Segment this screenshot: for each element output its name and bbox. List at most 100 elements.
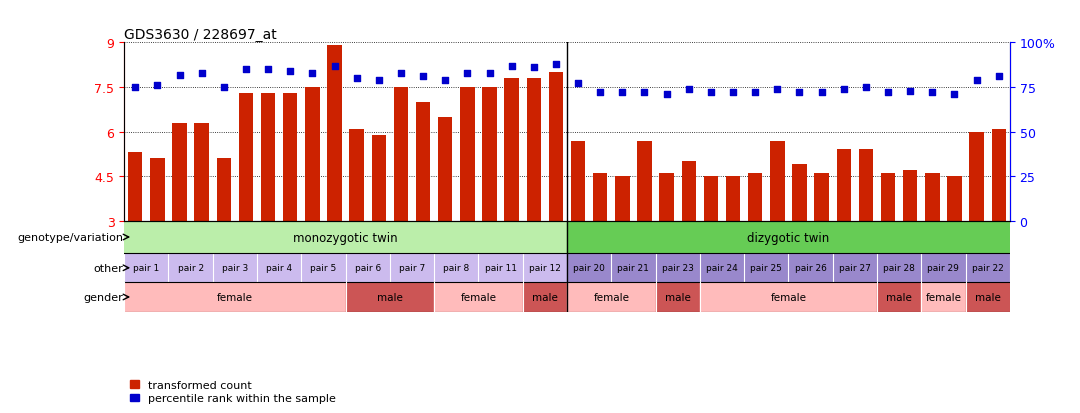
Bar: [168, 254, 213, 283]
Bar: [434, 283, 523, 312]
Bar: [656, 283, 700, 312]
Bar: [921, 254, 966, 283]
Bar: [239, 94, 253, 221]
Text: pair 2: pair 2: [177, 263, 204, 273]
Point: [171, 72, 188, 79]
Bar: [611, 254, 656, 283]
Point: [525, 65, 542, 71]
Bar: [416, 103, 430, 221]
Text: pair 6: pair 6: [354, 263, 381, 273]
Bar: [394, 88, 408, 221]
Bar: [527, 79, 541, 221]
Text: pair 1: pair 1: [133, 263, 160, 273]
Text: genotype/variation: genotype/variation: [17, 233, 123, 242]
Text: pair 12: pair 12: [529, 263, 561, 273]
Text: female: female: [593, 292, 630, 302]
Point: [326, 63, 343, 70]
Text: female: female: [770, 292, 807, 302]
Text: GDS3630 / 228697_at: GDS3630 / 228697_at: [124, 28, 276, 43]
Bar: [833, 254, 877, 283]
Point: [548, 62, 565, 68]
Point: [569, 81, 586, 88]
Bar: [478, 254, 523, 283]
Text: pair 8: pair 8: [443, 263, 470, 273]
Bar: [593, 174, 607, 221]
Bar: [748, 174, 762, 221]
Bar: [257, 254, 301, 283]
Bar: [926, 174, 940, 221]
Point: [503, 63, 521, 70]
Point: [436, 77, 454, 84]
Bar: [150, 159, 164, 221]
Bar: [921, 283, 966, 312]
Text: pair 28: pair 28: [883, 263, 915, 273]
Bar: [704, 177, 718, 221]
Bar: [306, 88, 320, 221]
Point: [968, 77, 985, 84]
Point: [348, 76, 365, 82]
Bar: [124, 254, 168, 283]
Bar: [372, 135, 386, 221]
Text: male: male: [665, 292, 690, 302]
Point: [238, 67, 255, 74]
Bar: [129, 153, 143, 221]
Bar: [438, 117, 453, 221]
Bar: [877, 254, 921, 283]
Point: [126, 85, 144, 91]
Bar: [217, 159, 231, 221]
Bar: [814, 174, 828, 221]
Bar: [124, 221, 567, 254]
Point: [813, 90, 831, 97]
Bar: [837, 150, 851, 221]
Point: [613, 90, 631, 97]
Bar: [567, 254, 611, 283]
Text: pair 23: pair 23: [662, 263, 693, 273]
Point: [282, 69, 299, 75]
Bar: [460, 88, 474, 221]
Bar: [970, 132, 984, 221]
Point: [193, 70, 211, 77]
Point: [858, 85, 875, 91]
Text: male: male: [887, 292, 912, 302]
Point: [835, 86, 852, 93]
Bar: [173, 123, 187, 221]
Bar: [261, 94, 275, 221]
Text: pair 24: pair 24: [706, 263, 738, 273]
Point: [259, 67, 276, 74]
Text: pair 4: pair 4: [266, 263, 293, 273]
Bar: [327, 46, 341, 221]
Text: female: female: [460, 292, 497, 302]
Bar: [700, 283, 877, 312]
Point: [303, 70, 321, 77]
Point: [879, 90, 896, 97]
Point: [636, 90, 653, 97]
Text: pair 26: pair 26: [795, 263, 826, 273]
Point: [658, 92, 675, 98]
Point: [923, 90, 941, 97]
Text: female: female: [926, 292, 961, 302]
Point: [459, 70, 476, 77]
Legend: transformed count, percentile rank within the sample: transformed count, percentile rank withi…: [130, 380, 336, 404]
Point: [392, 70, 409, 77]
Bar: [567, 283, 656, 312]
Point: [680, 86, 698, 93]
Bar: [194, 123, 208, 221]
Text: gender: gender: [84, 292, 123, 302]
Text: other: other: [94, 263, 123, 273]
Bar: [770, 141, 784, 221]
Bar: [124, 283, 346, 312]
Text: female: female: [217, 292, 253, 302]
Point: [946, 92, 963, 98]
Bar: [903, 171, 917, 221]
Bar: [966, 254, 1010, 283]
Bar: [726, 177, 740, 221]
Bar: [656, 254, 700, 283]
Bar: [301, 254, 346, 283]
Bar: [504, 79, 518, 221]
Point: [791, 90, 808, 97]
Point: [746, 90, 764, 97]
Point: [370, 77, 388, 84]
Bar: [346, 254, 390, 283]
Point: [592, 90, 609, 97]
Text: monozygotic twin: monozygotic twin: [294, 231, 397, 244]
